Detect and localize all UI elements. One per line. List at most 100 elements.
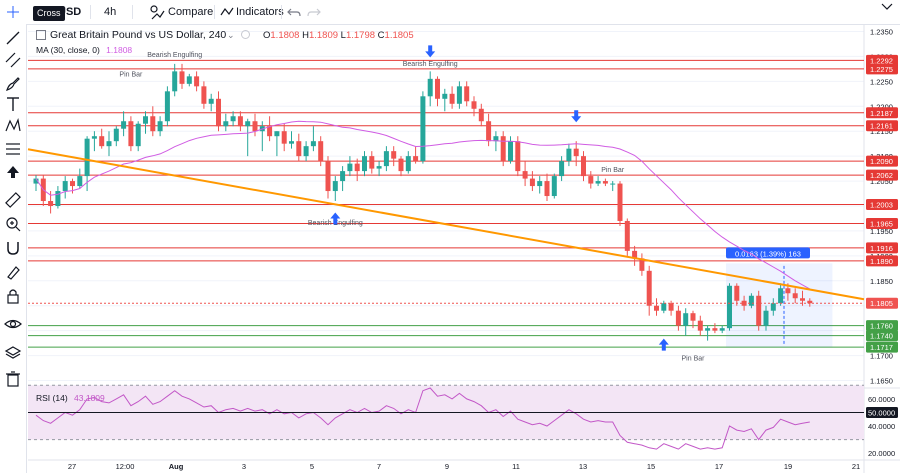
- candle: [478, 108, 484, 122]
- cross-tooltip: Cross: [33, 6, 65, 21]
- zoom-in-icon[interactable]: [3, 214, 23, 234]
- resistance-price-tag: 1.1965: [870, 219, 893, 228]
- trash-icon[interactable]: [3, 369, 23, 389]
- candle: [354, 163, 360, 172]
- candle: [639, 258, 645, 271]
- indicators-button[interactable]: Indicators: [236, 6, 284, 18]
- trend-line-icon[interactable]: [3, 28, 23, 48]
- eye-icon[interactable]: [3, 314, 23, 334]
- candle: [281, 131, 287, 144]
- ma-legend[interactable]: MA (30, close, 0) 1.1808: [36, 45, 132, 55]
- candle: [654, 305, 659, 311]
- low-value: 1.1798: [345, 30, 376, 41]
- collapse-legend-icon[interactable]: [36, 30, 46, 40]
- resistance-price-tag-box[interactable]: [866, 199, 898, 211]
- candle: [807, 300, 813, 304]
- candle: [208, 98, 214, 104]
- layers-icon[interactable]: [3, 344, 23, 364]
- annotation-label: Bearish Engulfing: [403, 61, 458, 68]
- arrow-down-icon[interactable]: [571, 110, 582, 123]
- candle: [515, 141, 521, 172]
- time-tick-label: 17: [715, 462, 723, 471]
- stay-drawing-icon[interactable]: [3, 262, 23, 282]
- text-tool-icon[interactable]: [3, 94, 23, 114]
- candle: [435, 78, 440, 99]
- resistance-price-tag-box[interactable]: [866, 120, 898, 132]
- candle: [77, 176, 83, 187]
- candle: [617, 183, 623, 221]
- series-title: Great Britain Pound vs US Dollar, 240: [50, 29, 227, 41]
- fib-tool-icon[interactable]: [3, 139, 23, 159]
- series-menu-icon[interactable]: ⌄: [227, 30, 235, 40]
- resistance-price-tag-box[interactable]: [866, 169, 898, 181]
- interval-button[interactable]: 4h: [104, 6, 117, 18]
- support-price-tag-box[interactable]: [866, 320, 898, 332]
- time-axis[interactable]: 27 12:00 Aug 3 5 7 9 11 13 15 17 19 21: [68, 462, 860, 471]
- arrow-down-icon[interactable]: [425, 45, 436, 58]
- resistance-price-tag-box[interactable]: [866, 217, 898, 229]
- top-toolbar: USD 4h Compare Indicators: [0, 0, 900, 25]
- last-price-tag-box[interactable]: [866, 297, 898, 309]
- candle: [464, 86, 470, 102]
- support-price-tag-box[interactable]: [866, 330, 898, 342]
- candle: [267, 126, 273, 137]
- candle: [135, 123, 141, 147]
- candle: [362, 156, 367, 172]
- candle: [157, 121, 163, 132]
- resistance-price-tag-box[interactable]: [866, 107, 898, 119]
- resistance-price-tag-box[interactable]: [866, 63, 898, 75]
- candle: [595, 181, 601, 184]
- support-price-tag: 1.1717: [870, 343, 893, 352]
- rsi-value: 43.1809: [74, 393, 105, 403]
- compare-button[interactable]: Compare: [168, 6, 214, 18]
- time-tick-label: 19: [784, 462, 792, 471]
- orange-trendline[interactable]: [27, 148, 865, 301]
- close-value: 1.1805: [384, 30, 414, 41]
- forecast-arrow-icon[interactable]: [3, 162, 23, 182]
- rsi-legend[interactable]: RSI (14) 43.1809: [36, 393, 105, 403]
- candle: [164, 91, 170, 122]
- resistance-price-tag: 1.2003: [870, 201, 893, 210]
- candle: [734, 285, 740, 301]
- signal-arrows[interactable]: [330, 45, 669, 351]
- candle: [566, 148, 572, 162]
- redo-icon[interactable]: [307, 0, 321, 24]
- crosshair-icon[interactable]: [6, 0, 20, 24]
- resistance-price-tag-box[interactable]: [866, 255, 898, 267]
- more-icon[interactable]: [880, 0, 894, 24]
- candle: [33, 178, 39, 184]
- open-value: 1.1808: [270, 30, 300, 41]
- candle: [449, 93, 455, 104]
- rsi-tick-label: 40.0000: [868, 422, 895, 431]
- resistance-price-tag-box[interactable]: [866, 242, 898, 254]
- price-tick-label: 1.2150: [870, 127, 893, 136]
- arrow-up-icon[interactable]: [658, 338, 669, 351]
- candle: [493, 136, 499, 142]
- candle: [544, 181, 550, 197]
- lock-icon[interactable]: [3, 286, 23, 306]
- undo-icon[interactable]: [287, 0, 301, 24]
- candle: [106, 141, 112, 147]
- resistance-price-tag-box[interactable]: [866, 155, 898, 167]
- time-tick-label: 27: [68, 462, 76, 471]
- candle: [318, 141, 324, 162]
- rsi-label: RSI (14): [36, 393, 68, 403]
- pattern-tool-icon[interactable]: [3, 116, 23, 136]
- arrow-up-icon[interactable]: [330, 212, 341, 225]
- brush-icon[interactable]: [3, 74, 23, 94]
- candle: [84, 138, 90, 177]
- time-tick-label: 7: [377, 462, 381, 471]
- magnet-icon[interactable]: [3, 238, 23, 258]
- resistance-price-tag-box[interactable]: [866, 54, 898, 66]
- ruler-icon[interactable]: [3, 190, 23, 210]
- candle: [675, 310, 681, 326]
- price-axis[interactable]: 1.23501.23001.22501.22001.21501.21001.20…: [866, 27, 898, 458]
- parallel-channel-icon[interactable]: [3, 50, 23, 70]
- price-tick-label: 1.2050: [870, 177, 893, 186]
- candle: [610, 183, 616, 185]
- indicators-icon: [220, 0, 234, 24]
- support-price-tag-box[interactable]: [866, 341, 898, 353]
- candle: [332, 181, 338, 192]
- candle: [99, 136, 105, 147]
